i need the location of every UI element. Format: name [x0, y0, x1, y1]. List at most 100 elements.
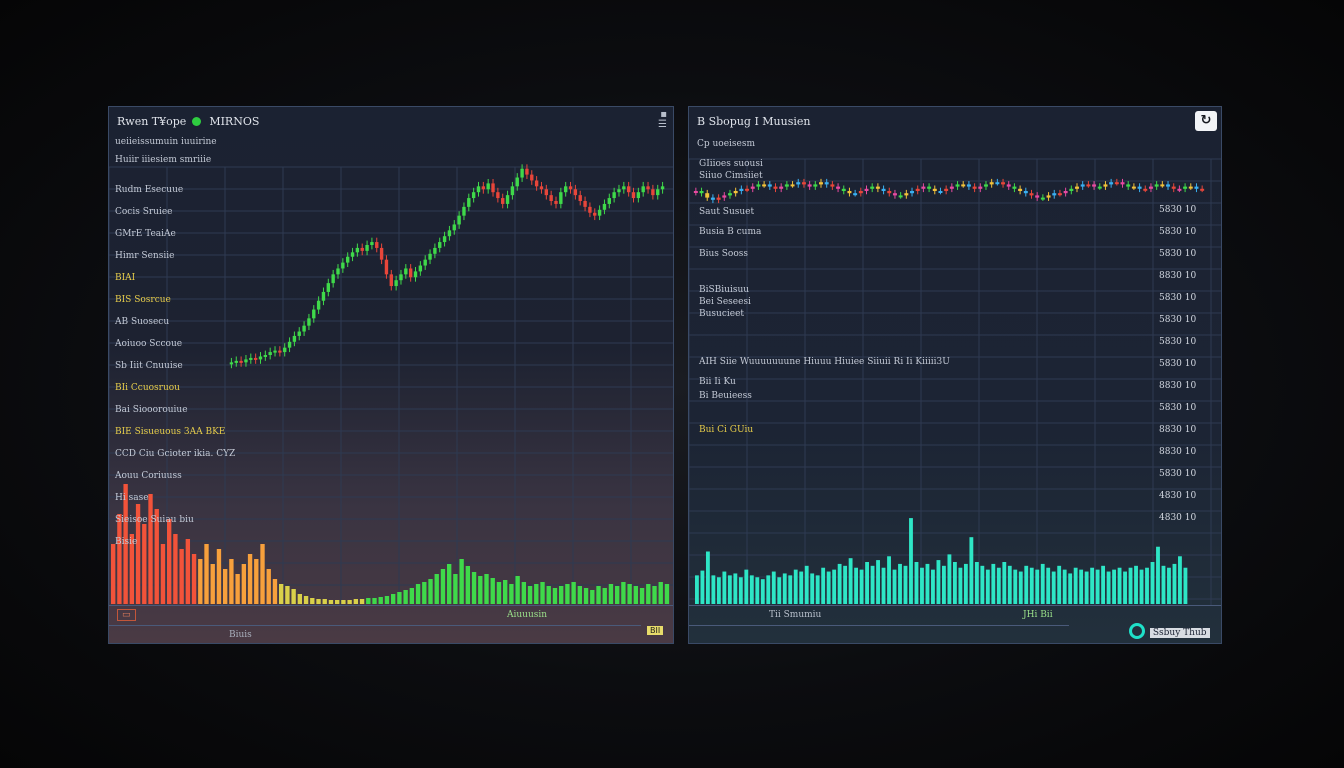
candle	[593, 212, 597, 216]
ticker-row[interactable]: Rudm Esecuue	[115, 185, 183, 195]
candle	[915, 188, 920, 191]
ticker-row[interactable]: BIS Sosrcue	[115, 295, 171, 305]
candle	[767, 184, 772, 187]
ticker-row[interactable]: AB Suosecu	[115, 317, 169, 327]
candle	[505, 195, 510, 204]
candle	[462, 206, 466, 216]
candle	[617, 189, 621, 193]
refresh-button[interactable]: ↻	[1195, 111, 1217, 131]
ticker-row[interactable]: CCD Ciu Gcioter ikia. CYZ	[115, 449, 235, 459]
candle	[756, 184, 761, 187]
volume-bar	[1035, 569, 1040, 604]
ticker-label: Bisie	[115, 537, 138, 547]
left-footer-tag[interactable]: BII	[647, 626, 664, 635]
candle	[1097, 186, 1102, 189]
candle	[722, 195, 727, 198]
volume-bar	[503, 580, 508, 604]
volume-bar	[235, 574, 240, 604]
volume-bar	[832, 569, 837, 604]
candle	[423, 259, 427, 266]
ticker-row[interactable]: GMrE TeaiAe	[115, 229, 176, 239]
volume-bar	[1090, 567, 1095, 604]
left-menu-icon[interactable]: ☰	[658, 119, 667, 130]
candle	[491, 183, 495, 193]
volume-bar	[378, 597, 383, 604]
right-label: Siiuo Cimsiiet	[699, 171, 763, 181]
candle	[331, 274, 335, 284]
candle	[739, 188, 744, 191]
volume-bar	[738, 577, 743, 604]
candle	[966, 184, 971, 187]
ticker-row[interactable]: BIE Sisueuous 3AA BKE	[115, 427, 225, 437]
right-label: Bei Seseesi	[699, 297, 751, 307]
ticker-label: BIS Sosrcue	[115, 295, 171, 305]
ticker-row[interactable]: Bai Siooorouiue	[115, 405, 188, 415]
volume-bar	[815, 575, 820, 604]
volume-bar	[947, 554, 952, 604]
volume-bar	[876, 560, 880, 604]
volume-bar	[459, 559, 464, 604]
volume-bar	[266, 569, 271, 604]
candle	[302, 325, 306, 332]
volume-bar	[639, 588, 645, 604]
candle	[273, 350, 277, 353]
right-logo-text: Ssbuy Thub	[1149, 628, 1210, 638]
ticker-row[interactable]: BIAI	[115, 273, 135, 283]
ticker-row[interactable]: Hi sase	[115, 493, 149, 503]
y-tick-label: 5830 10	[1159, 403, 1197, 413]
ticker-row[interactable]: Cocis Sruiee	[115, 207, 173, 217]
candle	[745, 188, 750, 191]
candle	[588, 206, 592, 213]
right-logo[interactable]: Ssbuy Thub	[1129, 623, 1210, 639]
right-label: Busia B cuma	[699, 227, 762, 237]
candle	[476, 186, 481, 193]
ticker-row[interactable]: Aouu Coriuuss	[115, 471, 182, 481]
candle	[1103, 184, 1108, 187]
volume-bar	[509, 584, 514, 604]
candle	[641, 186, 645, 193]
candle	[253, 357, 258, 360]
y-tick-label: 5830 10	[1159, 337, 1197, 347]
volume-bar	[565, 584, 570, 604]
ticker-row[interactable]: Bisie	[115, 537, 137, 547]
candle	[813, 184, 818, 187]
right-divider-2	[689, 625, 1069, 626]
refresh-icon: ↻	[1200, 113, 1212, 128]
volume-bar	[1002, 562, 1007, 604]
volume-bar	[534, 584, 539, 604]
volume-bar	[596, 586, 601, 604]
left-footer-badge-box[interactable]: ▭	[117, 609, 136, 621]
candle	[249, 357, 253, 360]
volume-bar	[1123, 571, 1127, 604]
candle	[1154, 184, 1159, 187]
volume-bar	[925, 563, 930, 604]
ticker-label: AB Suosecu	[115, 317, 170, 327]
ticker-row[interactable]: Sieisoe Suiau biu	[115, 515, 194, 525]
candle	[949, 186, 954, 189]
volume-bar	[892, 569, 897, 604]
candle	[784, 184, 789, 187]
ticker-row[interactable]: Himr Sensiie	[115, 251, 174, 261]
left-sub-header: Huiir iiiesiem smriiie	[115, 155, 212, 165]
volume-bar	[760, 579, 765, 604]
ticker-label: BIAI	[115, 273, 136, 283]
candle	[578, 195, 582, 201]
right-label: Busucieet	[699, 309, 745, 319]
candle	[394, 280, 398, 287]
right-label: AIH Siie Wuuuuuuune Hiuuu Hiuiee Siiuii …	[699, 357, 950, 367]
y-tick-label: 5830 10	[1159, 359, 1197, 369]
candle	[790, 184, 795, 187]
candle	[875, 186, 880, 189]
volume-bar	[1013, 569, 1018, 604]
ticker-row[interactable]: BIi Ccuosruou	[115, 383, 180, 393]
volume-bar	[527, 586, 533, 604]
volume-bar	[1101, 565, 1106, 604]
candle	[631, 192, 636, 199]
ticker-label: GMrE TeaiAe	[115, 229, 176, 239]
ticker-row[interactable]: Aoiuoo Sccoue	[115, 339, 182, 349]
volume-bar	[471, 572, 477, 604]
candle	[1183, 186, 1188, 189]
candle	[355, 247, 360, 253]
volume-bar	[848, 558, 853, 604]
ticker-row[interactable]: Sb Iiit Cnuuise	[115, 361, 183, 371]
